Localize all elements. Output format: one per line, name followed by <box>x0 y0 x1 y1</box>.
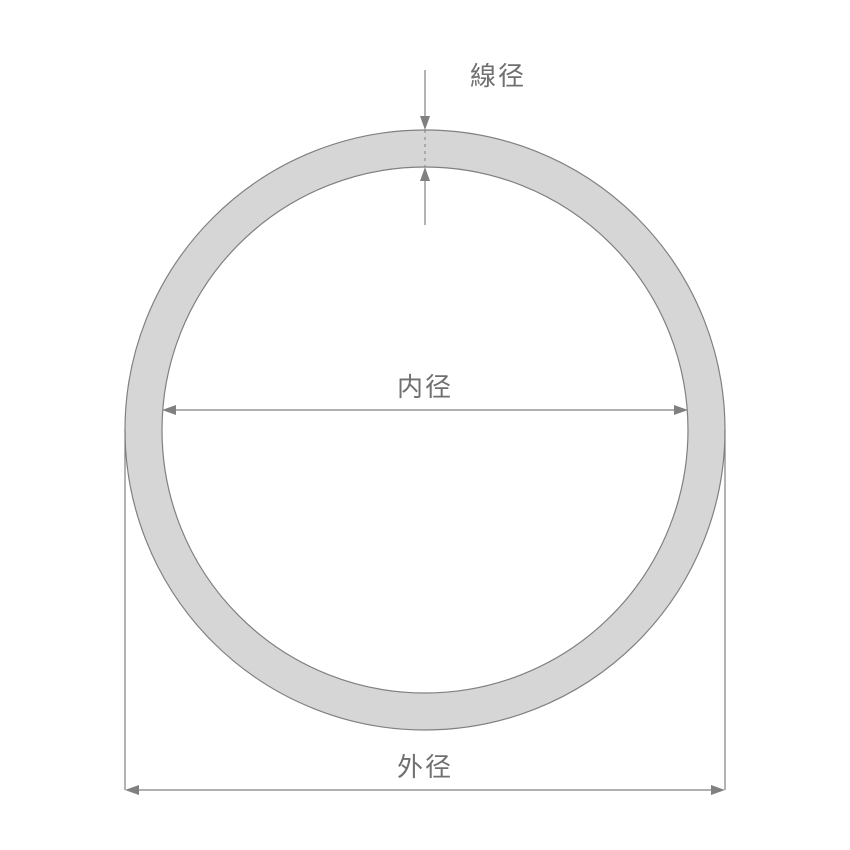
wire-diameter-label: 線径 <box>470 61 526 91</box>
outer-diameter-label: 外径 <box>397 752 453 782</box>
inner-diameter-label: 内径 <box>397 372 453 402</box>
